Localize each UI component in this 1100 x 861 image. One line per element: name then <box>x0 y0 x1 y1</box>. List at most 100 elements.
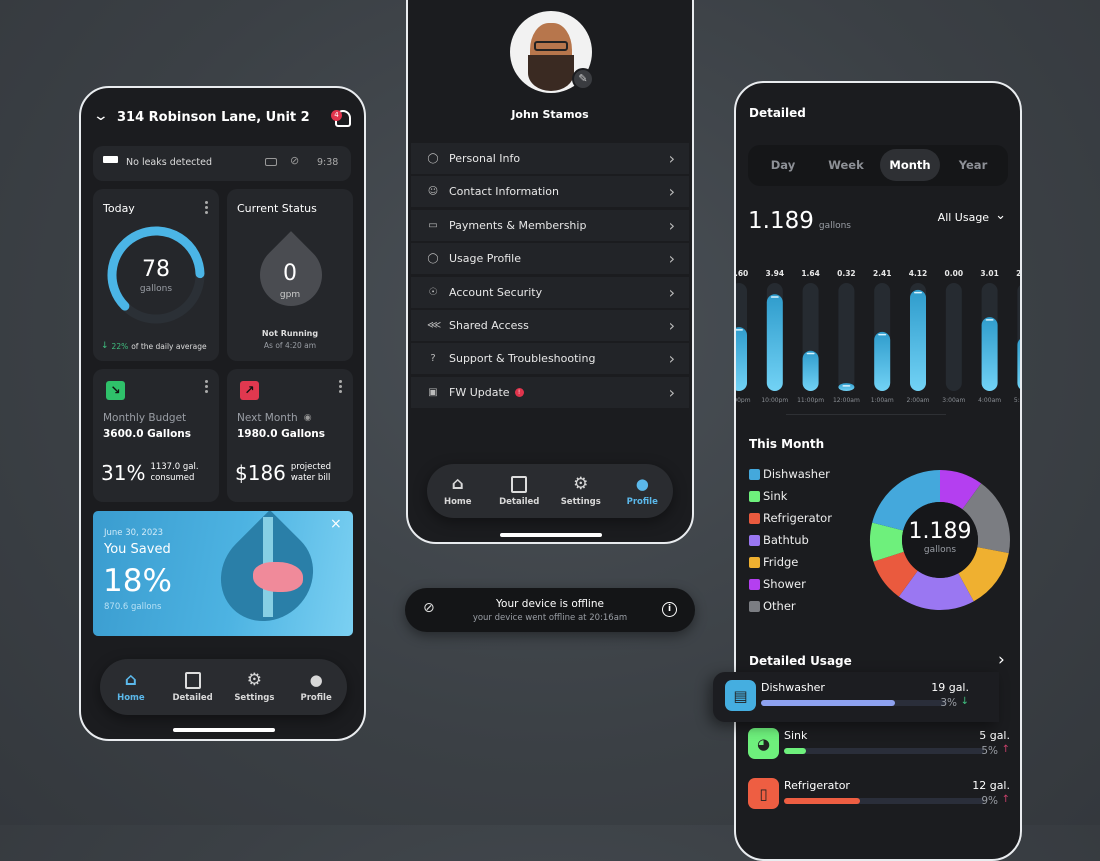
monthly-budget-card[interactable]: ↘ Monthly Budget 3600.0 Gallons 31% 1137… <box>93 369 219 502</box>
close-icon[interactable]: × <box>330 516 342 532</box>
chevron-right-icon: › <box>668 349 675 369</box>
bar[interactable] <box>838 383 855 391</box>
edit-avatar-icon[interactable]: ✎ <box>572 68 594 90</box>
total-value: 1.189 <box>748 208 814 234</box>
usage-row-dishwasher[interactable]: ▤ Dishwasher 19 gal. 3% ↓ <box>725 680 987 724</box>
chevron-right-icon: › <box>668 316 675 335</box>
nav-home[interactable]: ⌂ Home <box>430 475 486 507</box>
bar-highlight <box>842 385 851 387</box>
donut-slice-shower[interactable] <box>940 470 982 510</box>
flow-value: 0 <box>283 261 297 286</box>
menu-item-shared-access[interactable]: ⋘ Shared Access › <box>411 310 689 341</box>
more-options-icon[interactable] <box>205 201 209 214</box>
donut-slice-other[interactable] <box>962 483 1010 554</box>
menu-item-contact-information[interactable]: ☺ Contact Information › <box>411 176 689 208</box>
donut-slice-sink[interactable] <box>870 522 904 562</box>
projected-bill-label: projected <box>290 462 332 472</box>
chevron-right-icon: › <box>668 249 675 269</box>
offline-toast[interactable]: ⊘ Your device is offline your device wen… <box>405 588 695 632</box>
more-options-icon[interactable] <box>205 380 209 393</box>
usage-row-sink[interactable]: ◕ Sink 5 gal. 5% ↑ <box>748 728 1010 772</box>
menu-item-usage-profile[interactable]: ◯ Usage Profile › <box>411 243 689 275</box>
menu-item-support-troubleshooting[interactable]: ? Support & Troubleshooting › <box>411 343 689 375</box>
donut-slice-fridge[interactable] <box>958 547 1009 602</box>
banner-gallons: 870.6 gallons <box>104 602 162 612</box>
banner-pct: 18% <box>103 563 172 599</box>
usage-donut-chart <box>870 470 1010 610</box>
savings-banner[interactable]: June 30, 2023 You Saved 18% 870.6 gallon… <box>93 511 353 636</box>
bar-highlight <box>736 329 743 331</box>
chevron-down-icon[interactable]: ⌄ <box>92 108 110 124</box>
today-card[interactable]: Today 78 gallons ↓ 22% of the daily aver… <box>93 189 219 361</box>
bar-value-label: 2.60 <box>736 269 748 278</box>
refrigerator-icon: ▯ <box>748 778 779 809</box>
donut-slice-dishwasher[interactable] <box>872 470 940 531</box>
arrow-down-icon: ↓ <box>101 341 109 351</box>
avatar[interactable] <box>510 11 592 93</box>
banner-date: June 30, 2023 <box>104 528 164 538</box>
page-title: Detailed <box>749 106 806 120</box>
flow-as-of: As of 4:20 am <box>263 341 317 350</box>
projected-bill-summary: $186 projected water bill <box>235 461 331 485</box>
bar-value-label: 4.12 <box>909 269 928 278</box>
legend-label: Shower <box>763 577 806 591</box>
menu-item-label: Personal Info <box>449 152 521 165</box>
bar[interactable] <box>981 317 998 391</box>
bar[interactable] <box>910 289 926 391</box>
nav-settings[interactable]: ⚙ Settings <box>226 671 282 703</box>
legend-label: Bathtub <box>763 533 809 547</box>
nav-home[interactable]: ⌂ Home <box>103 671 159 703</box>
bar-category-label: 11:00pm <box>797 397 824 403</box>
legend-label: Fridge <box>763 555 799 569</box>
donut-slice-refrigerator[interactable] <box>873 551 918 597</box>
usage-row-highlighted[interactable]: ▤ Dishwasher 19 gal. 3% ↓ <box>713 672 999 722</box>
nav-profile[interactable]: ● Profile <box>614 475 670 507</box>
more-options-icon[interactable] <box>339 380 343 393</box>
user-icon: ● <box>309 671 323 689</box>
usage-pct: 3% <box>940 697 957 709</box>
address-selector[interactable]: 314 Robinson Lane, Unit 2 <box>117 110 310 125</box>
current-status-title: Current Status <box>237 202 317 215</box>
usage-amount: 5 gal. <box>979 729 1010 742</box>
current-status-card[interactable]: Current Status 0 gpm Not Running As of 4… <box>227 189 353 361</box>
bar-value-label: 0.00 <box>945 269 964 278</box>
legend-item-fridge: Fridge <box>749 555 798 569</box>
tab-month[interactable]: Month <box>880 149 940 181</box>
bar[interactable] <box>874 331 891 391</box>
usage-filter-dropdown[interactable]: All Usage ⌄ <box>938 209 1006 225</box>
home-screen: ⌄ 314 Robinson Lane, Unit 2 4 No leaks d… <box>79 86 366 741</box>
usage-name: Sink <box>784 729 808 742</box>
menu-item-payments-membership[interactable]: ▭ Payments & Membership › <box>411 209 689 241</box>
donut-slice-bathtub[interactable] <box>898 570 974 610</box>
tab-year[interactable]: Year <box>958 158 988 172</box>
nav-home-label: Home <box>443 497 472 507</box>
toast-title: Your device is offline <box>496 598 604 610</box>
leak-sensor-icon <box>103 156 118 163</box>
bar-category-label: 9:00pm <box>736 397 751 403</box>
bar-value-label: 3.94 <box>766 269 785 278</box>
bar[interactable] <box>766 294 783 391</box>
chevron-right-icon[interactable]: › <box>998 650 1005 670</box>
usage-pct: 5% <box>981 745 998 757</box>
menu-item-personal-info[interactable]: ◯ Personal Info › <box>411 143 689 174</box>
legend-item-other: Other <box>749 599 796 613</box>
next-month-card[interactable]: ↗ Next Month ◉ 1980.0 Gallons $186 proje… <box>227 369 353 502</box>
budget-consumed: 1137.0 gal. <box>150 462 199 472</box>
chevron-right-icon: › <box>668 149 675 168</box>
tab-day[interactable]: Day <box>770 158 796 172</box>
nav-detailed[interactable]: Detailed <box>165 671 221 703</box>
usage-row-refrigerator[interactable]: ▯ Refrigerator 12 gal. 9% ↑ <box>748 778 1010 822</box>
home-icon: ⌂ <box>451 474 464 494</box>
menu-item-fw-update[interactable]: ▣ FW Update! › <box>411 376 689 408</box>
bar[interactable] <box>736 327 747 391</box>
bar[interactable] <box>802 350 819 391</box>
nav-profile[interactable]: ● Profile <box>288 671 344 703</box>
menu-item-label: Payments & Membership <box>449 218 587 232</box>
menu-item-account-security[interactable]: ☉ Account Security › <box>411 276 689 308</box>
nav-detailed[interactable]: Detailed <box>491 475 547 507</box>
bar[interactable] <box>1017 337 1022 391</box>
bar-category-label: 4:00am <box>978 397 1001 403</box>
info-icon[interactable]: i <box>662 602 677 617</box>
nav-settings[interactable]: ⚙ Settings <box>553 475 609 507</box>
tab-week[interactable]: Week <box>828 158 864 172</box>
